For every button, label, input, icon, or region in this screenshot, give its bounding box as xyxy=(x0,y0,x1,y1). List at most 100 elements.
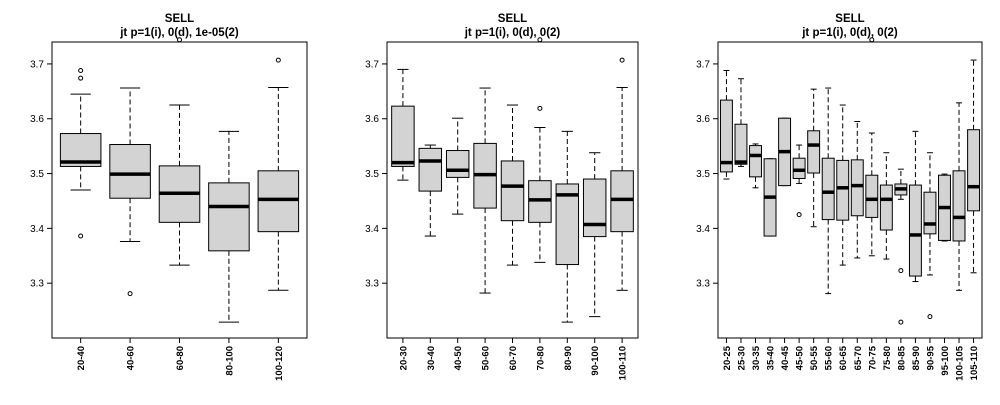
iqr-box xyxy=(610,170,634,233)
iqr-box xyxy=(719,99,733,173)
iqr-box xyxy=(445,150,470,178)
iqr-box xyxy=(850,159,864,217)
box-20-40 xyxy=(59,68,102,239)
iqr-box xyxy=(952,170,966,242)
chart-subtitle: jt p=1(i), 0(d), 0(2) xyxy=(464,27,561,39)
iqr-box xyxy=(923,191,937,235)
box-25-30 xyxy=(734,78,748,167)
outlier-point xyxy=(537,37,543,43)
y-tick-label: 3.5 xyxy=(696,169,710,180)
x-tick-label: 35-40 xyxy=(766,346,777,370)
box-75-80 xyxy=(879,152,893,260)
x-tick-label: 60-70 xyxy=(508,346,519,370)
x-tick-label: 25-30 xyxy=(736,346,747,370)
x-tick-label: 105-110 xyxy=(969,346,980,380)
y-tick-label: 3.3 xyxy=(696,279,710,290)
box-95-100 xyxy=(938,173,951,242)
outlier-point xyxy=(275,57,281,63)
box-30-35 xyxy=(749,143,762,189)
box-50-55 xyxy=(807,88,821,228)
chart-panel-2: SELL jt p=1(i), 0(d), 0(2) 3.3 3.4 3.5 3.6 3.7… xyxy=(365,13,639,380)
x-tick-label: 50-60 xyxy=(481,346,492,370)
x-tick-label: 30-35 xyxy=(751,345,762,370)
box-35-40 xyxy=(763,158,777,237)
box-45-50 xyxy=(792,144,806,218)
x-tick-label: 95-100 xyxy=(940,346,951,376)
box-100-120 xyxy=(257,57,300,291)
x-tick-label: 45-50 xyxy=(795,346,806,370)
y-tick-label: 3.5 xyxy=(30,169,44,180)
x-tick-label: 75-80 xyxy=(882,346,893,370)
outlier-point xyxy=(898,319,904,325)
chart-panel-1: SELL jt p=1(i), 0(d), 1e-05(2) 3.3 3.4 3.5 3.… xyxy=(30,13,308,381)
box-85-90 xyxy=(908,130,922,283)
box-80-90 xyxy=(555,130,580,323)
box-50-60 xyxy=(473,87,497,294)
x-tick-label: 40-45 xyxy=(780,345,791,370)
outlier-point xyxy=(78,75,84,81)
box-100-105 xyxy=(952,102,966,291)
y-tick-label: 3.5 xyxy=(365,169,379,180)
iqr-box xyxy=(749,145,762,178)
outlier-point xyxy=(537,105,543,111)
outlier-point xyxy=(127,291,133,297)
y-tick-label: 3.6 xyxy=(696,114,710,125)
box-40-50 xyxy=(445,117,470,215)
x-tick-label: 20-25 xyxy=(722,345,733,370)
y-tick-label: 3.3 xyxy=(365,279,379,290)
box-65-70 xyxy=(850,120,864,259)
iqr-box xyxy=(391,105,415,167)
iqr-box xyxy=(792,157,806,179)
y-tick-label: 3.7 xyxy=(696,59,710,70)
x-tick-label: 85-90 xyxy=(911,346,922,370)
iqr-box xyxy=(879,184,893,231)
plot-frame xyxy=(717,41,983,339)
x-tick-label: 40-50 xyxy=(453,346,464,370)
outlier-point xyxy=(78,233,84,239)
y-tick-label: 3.7 xyxy=(30,59,44,70)
box-80-100 xyxy=(208,130,250,323)
box-105-110 xyxy=(967,59,981,274)
x-tick-label: 55-60 xyxy=(824,346,835,370)
outlier-point xyxy=(796,212,802,218)
outlier-point xyxy=(898,268,904,274)
outlier-point xyxy=(78,68,84,74)
box-40-60 xyxy=(109,87,151,297)
x-tick-label: 40-60 xyxy=(126,346,137,370)
iqr-box xyxy=(734,123,748,165)
box-60-80 xyxy=(158,37,201,266)
x-tick-label: 60-65 xyxy=(838,345,849,370)
chart-subtitle: jt p=1(i), 0(d), 0(2) xyxy=(801,27,898,39)
iqr-box xyxy=(208,182,250,252)
iqr-box xyxy=(555,183,580,266)
x-tick-label: 100-110 xyxy=(618,346,629,380)
y-tick-label: 3.4 xyxy=(365,224,379,235)
y-tick-label: 3.4 xyxy=(696,224,710,235)
x-tick-label: 80-90 xyxy=(563,346,574,370)
iqr-box xyxy=(582,178,607,238)
box-30-40 xyxy=(418,144,443,237)
iqr-box xyxy=(418,147,443,192)
iqr-box xyxy=(807,130,821,174)
box-55-60 xyxy=(821,87,835,295)
box-90-95 xyxy=(923,152,937,320)
iqr-box xyxy=(967,129,981,212)
outlier-point xyxy=(927,314,933,320)
iqr-box xyxy=(836,159,850,221)
x-tick-label: 100-120 xyxy=(274,346,285,381)
x-tick-label: 60-80 xyxy=(175,346,186,370)
outlier-point xyxy=(869,37,875,43)
x-tick-label: 100-105 xyxy=(955,345,966,381)
box-20-30 xyxy=(391,68,415,181)
iqr-box xyxy=(908,184,922,277)
chart-title: SELL xyxy=(835,13,864,25)
y-tick-label: 3.4 xyxy=(30,224,44,235)
iqr-box xyxy=(500,160,525,222)
iqr-box xyxy=(109,144,151,199)
iqr-box xyxy=(821,157,835,221)
box-40-45 xyxy=(778,117,792,187)
chart-panel-3: SELL jt p=1(i), 0(d), 0(2) 3.3 3.4 3.5 3.6 3.7… xyxy=(696,13,983,381)
x-tick-label: 90-95 xyxy=(925,345,936,370)
